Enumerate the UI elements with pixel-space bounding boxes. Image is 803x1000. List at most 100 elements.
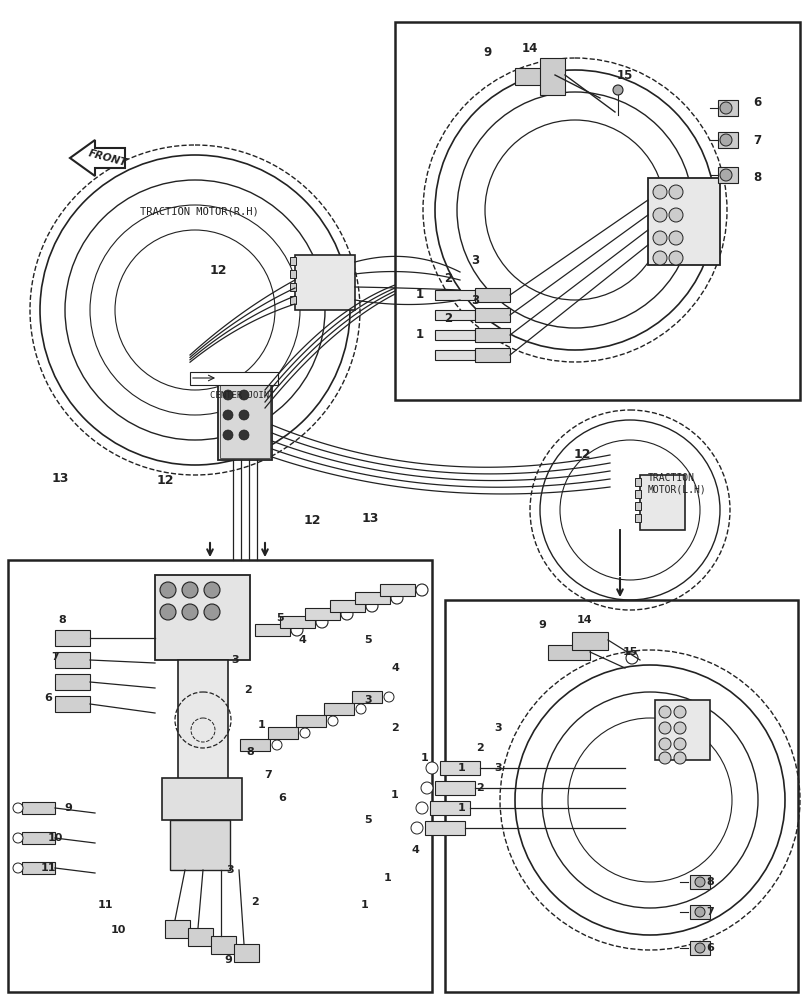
Bar — [290, 257, 296, 265]
Bar — [8, 560, 431, 992]
Bar — [394, 22, 799, 400]
Text: 12: 12 — [156, 474, 173, 487]
Text: 13: 13 — [361, 512, 378, 524]
Bar — [571, 632, 607, 650]
Text: 15: 15 — [622, 647, 637, 657]
Circle shape — [316, 616, 328, 628]
Circle shape — [658, 738, 671, 750]
Circle shape — [340, 608, 353, 620]
Bar — [475, 328, 509, 342]
Circle shape — [668, 231, 683, 245]
Circle shape — [356, 704, 365, 714]
Circle shape — [390, 592, 402, 604]
Bar — [434, 350, 475, 360]
Text: 6: 6 — [752, 96, 760, 109]
Bar — [290, 296, 296, 304]
Text: 6: 6 — [705, 943, 713, 953]
Bar — [434, 330, 475, 340]
Text: 1: 1 — [458, 763, 465, 773]
Text: 10: 10 — [110, 925, 125, 935]
Bar — [161, 778, 242, 820]
Bar — [689, 941, 709, 955]
Bar — [240, 739, 270, 751]
Circle shape — [13, 863, 23, 873]
Circle shape — [204, 604, 220, 620]
Circle shape — [415, 584, 427, 596]
Circle shape — [181, 604, 198, 620]
Text: 5: 5 — [364, 815, 371, 825]
Bar — [218, 380, 271, 460]
Bar — [220, 382, 270, 458]
Bar — [55, 696, 90, 712]
Bar — [475, 308, 509, 322]
Bar — [55, 652, 90, 668]
Text: 9: 9 — [64, 803, 71, 813]
Circle shape — [652, 208, 666, 222]
Bar — [717, 132, 737, 148]
Circle shape — [421, 782, 433, 794]
Circle shape — [652, 251, 666, 265]
Circle shape — [668, 208, 683, 222]
Bar — [324, 703, 353, 715]
Bar — [475, 288, 509, 302]
Text: 13: 13 — [51, 472, 68, 485]
Text: 12: 12 — [209, 263, 226, 276]
Text: 12: 12 — [573, 448, 590, 462]
Text: 8: 8 — [58, 615, 66, 625]
Text: 5: 5 — [276, 613, 283, 623]
Circle shape — [291, 624, 303, 636]
Bar — [634, 478, 640, 486]
Bar — [55, 674, 90, 690]
Polygon shape — [70, 140, 124, 176]
Circle shape — [658, 752, 671, 764]
Bar — [177, 660, 228, 780]
Circle shape — [271, 740, 282, 750]
Text: 6: 6 — [278, 793, 286, 803]
Text: 7: 7 — [752, 134, 760, 147]
Bar — [255, 624, 290, 636]
Text: 2: 2 — [251, 897, 259, 907]
Text: 15: 15 — [616, 69, 633, 82]
Text: 14: 14 — [521, 42, 537, 55]
Circle shape — [13, 803, 23, 813]
Bar — [279, 616, 315, 628]
Circle shape — [673, 752, 685, 764]
Circle shape — [673, 706, 685, 718]
Bar — [689, 905, 709, 919]
Bar — [434, 310, 475, 320]
Text: 2: 2 — [475, 783, 483, 793]
Circle shape — [204, 582, 220, 598]
Text: 9: 9 — [537, 620, 545, 630]
Circle shape — [238, 410, 249, 420]
Text: FRONT: FRONT — [88, 148, 128, 168]
Text: 9: 9 — [224, 955, 231, 965]
Text: 11: 11 — [97, 900, 112, 910]
Text: 1: 1 — [384, 873, 391, 883]
Circle shape — [238, 430, 249, 440]
Circle shape — [694, 907, 704, 917]
Bar — [439, 761, 479, 775]
Bar — [290, 270, 296, 278]
Text: 1: 1 — [390, 790, 398, 800]
Circle shape — [612, 85, 622, 95]
Circle shape — [658, 706, 671, 718]
Circle shape — [160, 582, 176, 598]
Bar — [515, 68, 554, 85]
Text: 4: 4 — [410, 845, 418, 855]
Bar — [634, 502, 640, 510]
Bar — [717, 167, 737, 183]
Text: CENTER JOINT: CENTER JOINT — [210, 390, 274, 399]
Bar — [434, 781, 475, 795]
Bar — [155, 575, 250, 660]
Circle shape — [658, 722, 671, 734]
Text: 11: 11 — [40, 863, 55, 873]
Circle shape — [652, 185, 666, 199]
Circle shape — [222, 410, 233, 420]
Text: 4: 4 — [298, 635, 306, 645]
Text: 3: 3 — [231, 655, 238, 665]
Circle shape — [694, 943, 704, 953]
Text: 2: 2 — [475, 743, 483, 753]
Bar — [295, 255, 355, 310]
Circle shape — [222, 430, 233, 440]
Bar — [267, 727, 298, 739]
